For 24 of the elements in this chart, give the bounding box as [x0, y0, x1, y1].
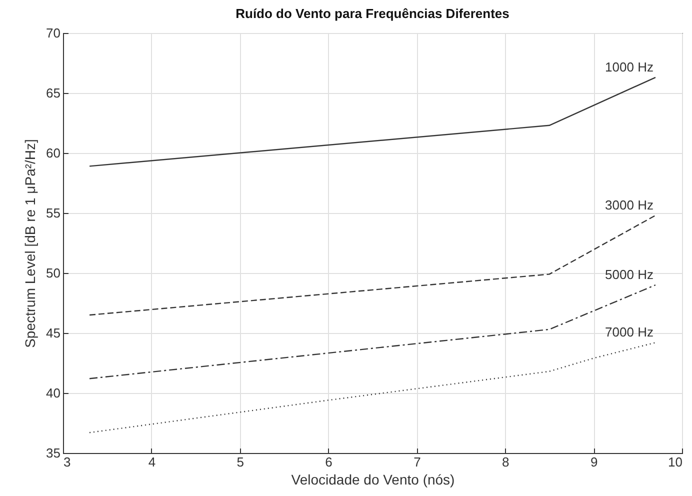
y-tick-label: 65 [46, 86, 60, 100]
series-label: 3000 Hz [605, 197, 654, 212]
x-tick-label: 5 [236, 454, 244, 470]
x-tick-label: 10 [668, 454, 682, 470]
x-tick-label: 4 [148, 454, 156, 470]
y-tick-label: 40 [46, 386, 60, 400]
y-axis-title: Spectrum Level [dB re 1 μPa²/Hz] [22, 139, 38, 348]
y-tick-label: 60 [46, 146, 60, 160]
y-tick-label: 45 [46, 326, 60, 340]
series-label: 1000 Hz [605, 59, 654, 74]
chart-title: Ruído do Vento para Frequências Diferentes [236, 6, 510, 21]
series-label: 7000 Hz [605, 324, 654, 340]
y-tick-label: 50 [46, 266, 60, 280]
y-tick-label: 35 [46, 446, 60, 460]
x-tick-label: 3 [64, 454, 71, 470]
x-tick-label: 6 [325, 454, 332, 470]
y-tick-label: 55 [46, 206, 60, 220]
x-axis-title: Velocidade do Vento (nós) [291, 472, 455, 488]
line-series [88, 342, 656, 434]
x-tick-label: 9 [590, 454, 598, 470]
y-tick-label: 70 [46, 26, 60, 40]
x-tick-label: 7 [414, 454, 421, 470]
x-tick-label: 8 [502, 454, 510, 470]
series-label: 5000 Hz [605, 267, 654, 282]
